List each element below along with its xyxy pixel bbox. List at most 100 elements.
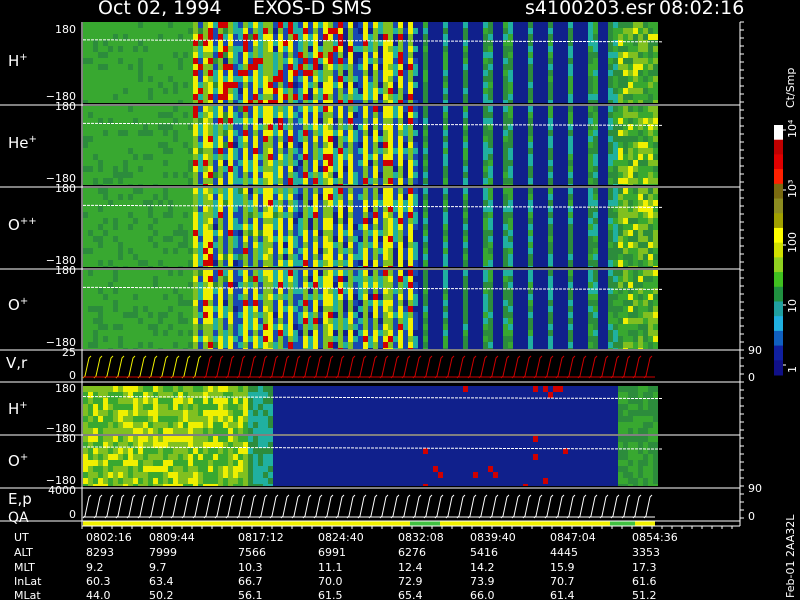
- sawtooth-mark: [555, 355, 565, 379]
- table-row-label-alt: ALT: [14, 546, 33, 559]
- y-tick-top-8: 4000: [48, 484, 76, 497]
- sawtooth-mark: [423, 494, 433, 519]
- sawtooth-mark: [247, 355, 257, 379]
- sawtooth-mark: [379, 355, 389, 379]
- sawtooth-mark: [599, 494, 609, 519]
- table-cell: 17.3: [632, 561, 657, 574]
- sawtooth-mark: [181, 494, 191, 519]
- heatmap-panel-3: [82, 188, 664, 267]
- sawtooth-mark: [478, 355, 488, 379]
- sawtooth-mark: [269, 494, 279, 519]
- sawtooth-mark: [511, 355, 521, 379]
- sawtooth-mark: [126, 494, 136, 519]
- pitch-angle-trace: [82, 396, 664, 400]
- sawtooth-mark: [225, 355, 235, 379]
- colorbar: 10⁴ 10³ 100 10 1: [774, 119, 799, 376]
- panel-label-4: O+: [8, 296, 28, 314]
- sawtooth-mark: [126, 355, 136, 379]
- panel-label-3: O++: [8, 216, 37, 234]
- table-row-label-inlat: InLat: [14, 575, 42, 588]
- table-cell: 66.0: [470, 589, 495, 600]
- sawtooth-mark: [313, 494, 323, 519]
- sawtooth-mark: [577, 494, 587, 519]
- sawtooth-mark: [115, 494, 125, 519]
- sawtooth-mark: [203, 355, 213, 379]
- table-cell: 73.9: [470, 575, 495, 588]
- table-cell: 15.9: [550, 561, 575, 574]
- colorbar-tick-2: 10³: [786, 180, 799, 198]
- sawtooth-mark: [159, 494, 169, 519]
- y-tick-top-7: 180: [55, 432, 76, 445]
- table-cell: 7999: [149, 546, 177, 559]
- heatmap-panel-6: [82, 386, 664, 434]
- table-cell: 66.7: [238, 575, 263, 588]
- pitch-angle-trace: [82, 39, 664, 43]
- table-cell: 0824:40: [318, 531, 364, 544]
- pitch-angle-trace: [82, 204, 664, 208]
- colorbar-label: Ct/Smp: [784, 67, 797, 108]
- table-cell: 0832:08: [398, 531, 444, 544]
- sawtooth-mark: [82, 494, 92, 519]
- table-row-label-mlt: MLT: [14, 561, 35, 574]
- sawtooth-mark: [236, 355, 246, 379]
- table-cell: 4445: [550, 546, 578, 559]
- sawtooth-mark: [148, 355, 158, 379]
- table-cell: 9.7: [149, 561, 167, 574]
- sawtooth-mark: [434, 355, 444, 379]
- table-cell: 70.7: [550, 575, 575, 588]
- sawtooth-mark: [610, 355, 620, 379]
- table-cell: 0817:12: [238, 531, 284, 544]
- heatmap-panel-2: [82, 106, 664, 185]
- sawtooth-mark: [346, 355, 356, 379]
- sawtooth-mark: [159, 355, 169, 379]
- panel-label-7: O+: [8, 452, 28, 470]
- sawtooth-mark: [93, 494, 103, 519]
- sawtooth-mark: [533, 355, 543, 379]
- y-tick-bottom-8: 0: [69, 508, 76, 521]
- table-cell: 8293: [86, 546, 114, 559]
- sawtooth-mark: [225, 494, 235, 519]
- sawtooth-mark: [412, 494, 422, 519]
- sawtooth-mark: [357, 494, 367, 519]
- sawtooth-mark: [269, 355, 279, 379]
- table-cell: 51.2: [632, 589, 657, 600]
- table-cell: 7566: [238, 546, 266, 559]
- table-cell: 0802:16: [86, 531, 132, 544]
- table-cell: 6991: [318, 546, 346, 559]
- sawtooth-mark: [566, 355, 576, 379]
- sawtooth-mark: [511, 494, 521, 519]
- colorbar-tick-3: 100: [786, 232, 799, 253]
- table-cell: 63.4: [149, 575, 174, 588]
- sawtooth-mark: [291, 494, 301, 519]
- sawtooth-mark: [588, 355, 598, 379]
- sawtooth-mark: [192, 494, 202, 519]
- table-cell: 50.2: [149, 589, 174, 600]
- sawtooth-mark: [401, 355, 411, 379]
- table-cell: 61.5: [318, 589, 343, 600]
- y2-tick-bottom-8: 0: [748, 510, 755, 523]
- sawtooth-mark: [335, 494, 345, 519]
- table-cell: 56.1: [238, 589, 263, 600]
- table-cell: 10.3: [238, 561, 263, 574]
- sawtooth-mark: [544, 494, 554, 519]
- y-tick-top-3: 180: [55, 182, 76, 195]
- plot-time: 08:02:16: [659, 0, 745, 19]
- sawtooth-mark: [522, 355, 532, 379]
- sawtooth-mark: [170, 494, 180, 519]
- sawtooth-mark: [489, 494, 499, 519]
- sawtooth-mark: [632, 355, 642, 379]
- table-row-label-mlat: MLat: [14, 589, 41, 600]
- table-cell: 14.2: [470, 561, 495, 574]
- sawtooth-mark: [302, 355, 312, 379]
- table-cell: 0847:04: [550, 531, 596, 544]
- colorbar-tick-4: 10: [786, 299, 799, 313]
- sawtooth-mark: [643, 355, 653, 379]
- sawtooth-mark: [214, 494, 224, 519]
- heatmap-panel-1: [82, 22, 664, 103]
- qa-label: QA: [8, 510, 29, 526]
- heatmap-panel-8: [82, 494, 655, 519]
- sawtooth-mark: [115, 355, 125, 379]
- y2-tick-top-5: 90: [748, 344, 762, 357]
- sawtooth-mark: [192, 355, 202, 379]
- sawtooth-mark: [456, 494, 466, 519]
